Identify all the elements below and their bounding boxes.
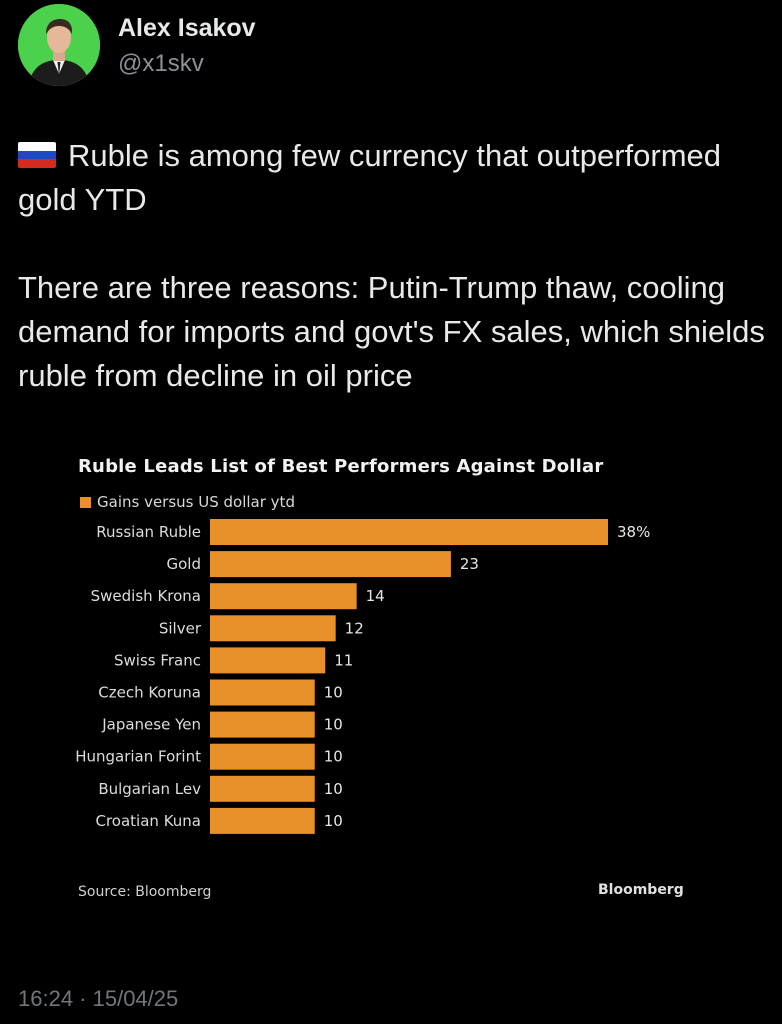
chart-brand: Bloomberg [598, 882, 684, 898]
value-label: 11 [334, 651, 353, 669]
category-label: Czech Koruna [98, 684, 201, 702]
legend-swatch [80, 496, 91, 508]
value-label: 38% [617, 523, 650, 541]
value-label: 10 [324, 748, 343, 766]
chart-source: Source: Bloomberg [78, 884, 212, 900]
bar [210, 519, 608, 545]
value-label: 23 [460, 555, 479, 573]
value-label: 12 [345, 619, 364, 637]
value-label: 10 [324, 780, 343, 798]
bar [210, 583, 357, 610]
tweet-text: Ruble is among few currency that outperf… [18, 134, 768, 398]
avatar[interactable] [18, 4, 100, 86]
bar [210, 615, 336, 642]
russia-flag-icon [18, 142, 56, 168]
bar [210, 647, 326, 674]
tweet-line-1: Ruble is among few currency that outperf… [18, 138, 722, 217]
bar [210, 679, 315, 706]
value-label: 10 [324, 684, 343, 702]
bar [210, 775, 315, 802]
value-label: 14 [366, 587, 385, 605]
bar [210, 551, 451, 578]
category-label: Russian Ruble [96, 523, 201, 541]
tweet-timestamp[interactable]: 16:24 · 15/04/25 [18, 986, 179, 1011]
tweet-paragraph-1: Ruble is among few currency that outperf… [18, 134, 768, 222]
author-name[interactable]: Alex Isakov [118, 14, 256, 42]
category-label: Swiss Franc [114, 651, 201, 669]
category-label: Hungarian Forint [75, 748, 201, 766]
value-label: 10 [324, 812, 343, 830]
category-label: Swedish Krona [91, 587, 201, 605]
bar [210, 807, 315, 834]
category-label: Silver [159, 619, 202, 637]
category-label: Croatian Kuna [96, 812, 202, 830]
author-handle[interactable]: @x1skv [118, 50, 204, 77]
category-label: Gold [167, 555, 202, 573]
legend-label: Gains versus US dollar ytd [97, 493, 295, 511]
chart-legend: Gains versus US dollar ytd [80, 493, 295, 511]
bar [210, 743, 315, 770]
tweet-paragraph-2: There are three reasons: Putin-Trump tha… [18, 270, 765, 393]
category-label: Bulgarian Lev [98, 780, 201, 798]
value-label: 10 [324, 716, 343, 734]
category-label: Japanese Yen [101, 716, 201, 734]
avatar-photo [18, 4, 100, 86]
bar [210, 711, 315, 738]
chart-title: Ruble Leads List of Best Performers Agai… [78, 456, 604, 477]
